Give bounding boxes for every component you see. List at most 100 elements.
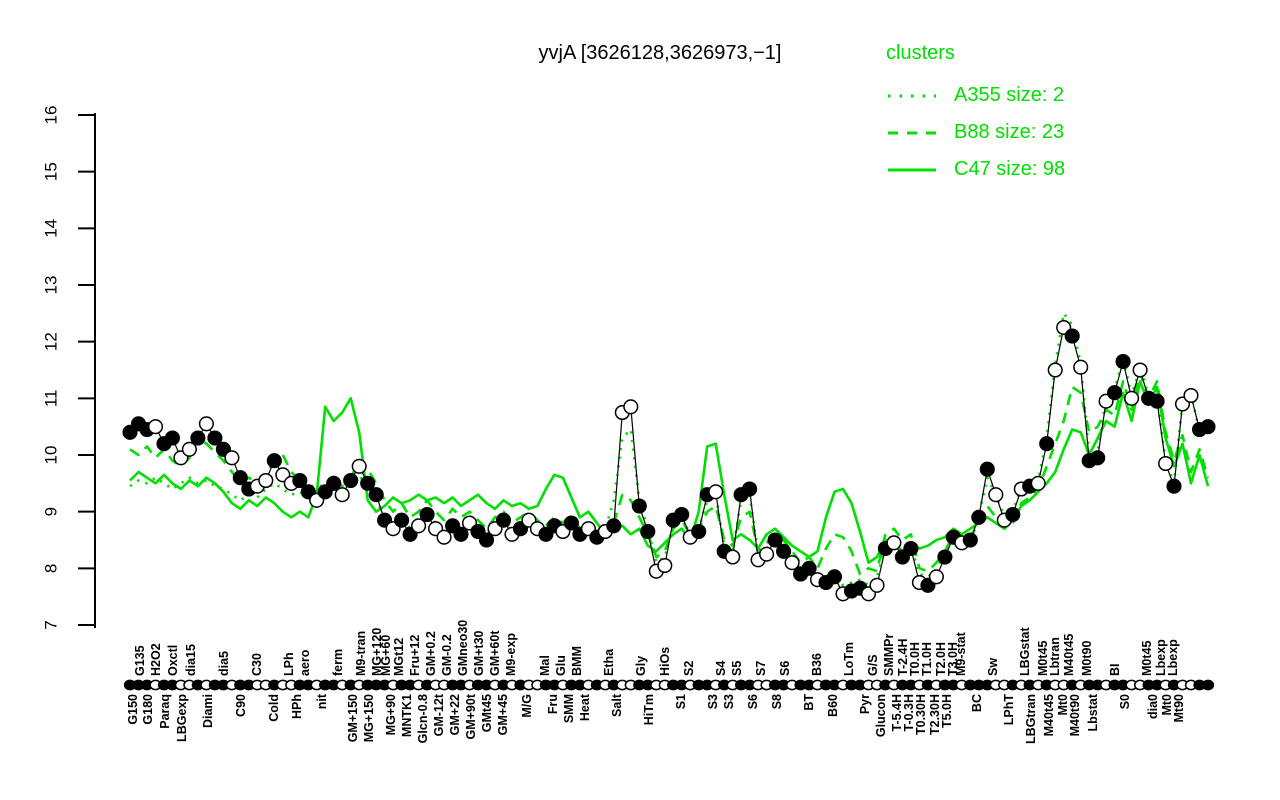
data-point <box>784 555 800 571</box>
data-point <box>207 430 223 446</box>
x-axis-label: Diami <box>201 694 215 728</box>
x-axis-label: G180 <box>141 694 155 725</box>
x-axis-label: Heat <box>578 693 592 721</box>
data-point <box>198 416 214 432</box>
legend-item-label: C47 size: 98 <box>954 158 1066 180</box>
x-axis-label: LPh <box>282 652 296 676</box>
x-axis-label: G150 <box>126 694 140 725</box>
data-point <box>691 523 707 540</box>
data-point <box>1073 359 1089 375</box>
data-point <box>708 484 724 500</box>
x-axis-label: Mal <box>538 655 552 676</box>
data-point <box>776 543 792 559</box>
data-point <box>928 569 944 585</box>
x-axis-label: Lbexp <box>1166 639 1180 676</box>
x-axis-label: HiOs <box>658 647 672 676</box>
legend-item-a355: A355 size: 2 <box>886 77 1065 114</box>
data-point <box>419 506 435 523</box>
data-point <box>1124 390 1140 406</box>
data-point <box>266 453 282 469</box>
x-axis-label: T5.0H <box>940 694 954 728</box>
x-axis-label: S7 <box>754 661 768 676</box>
y-tick-label: 16 <box>41 106 60 125</box>
data-point <box>1005 506 1021 523</box>
x-axis-label: GM-12t <box>432 693 446 736</box>
data-point <box>232 470 248 486</box>
y-tick-label: 10 <box>41 446 60 465</box>
data-point <box>1090 450 1106 466</box>
x-axis-label: Glcn-0.8 <box>416 694 430 743</box>
data-point <box>436 529 452 545</box>
data-point <box>988 487 1004 503</box>
series-c47-line <box>129 379 1210 565</box>
x-axis-label: S4 <box>714 661 728 676</box>
data-point <box>1158 455 1174 472</box>
x-axis-label: S0 <box>1118 694 1132 709</box>
x-axis-label: T-2.4H <box>896 638 910 676</box>
x-axis-label: GM-0.2 <box>440 634 454 676</box>
data-point <box>742 481 758 497</box>
data-point <box>971 509 987 525</box>
x-axis-label: dia0 <box>1146 694 1160 719</box>
x-axis-label: aero <box>298 649 312 676</box>
x-axis-label: BC <box>970 694 984 712</box>
dashed-line-icon <box>888 131 936 134</box>
data-point <box>343 472 359 489</box>
x-axis-label: LBGexp <box>175 694 189 742</box>
x-axis-label: Paraq <box>158 694 172 729</box>
x-axis-label: Etha <box>602 648 616 676</box>
data-point <box>190 430 206 446</box>
x-axis-label: Lbtran <box>1048 637 1062 676</box>
legend-item-label: A355 size: 2 <box>954 84 1065 106</box>
legend-item-b88: B88 size: 23 <box>886 114 1065 151</box>
x-axis-label: T0.30H <box>914 694 928 735</box>
data-point <box>640 523 656 540</box>
x-axis-label: GM+0.2 <box>424 631 438 676</box>
data-point <box>495 512 512 528</box>
data-point <box>258 472 274 489</box>
x-axis-label: MNTK1 <box>400 694 414 737</box>
x-axis-label: M40t90 <box>1068 694 1082 736</box>
data-point <box>979 461 995 477</box>
x-axis-label: LBGstat <box>1018 627 1032 676</box>
x-axis-label: GM+45 <box>496 694 510 735</box>
data-point <box>563 515 579 531</box>
x-axis-label: GM+60t <box>488 630 502 676</box>
chart-title: yvjA [3626128,3626973,−1] <box>538 42 782 64</box>
x-axis-label: Mt0 <box>1056 694 1070 716</box>
data-point <box>334 487 350 503</box>
data-point <box>631 498 647 514</box>
x-axis-label: M9-stat <box>954 631 968 676</box>
x-axis-label: M40t45 <box>1062 634 1076 676</box>
x-axis-label: B36 <box>810 653 824 676</box>
x-axis-label: C90 <box>234 694 248 717</box>
y-tick-label: 11 <box>41 390 60 408</box>
x-axis-label: SMM <box>562 694 576 723</box>
data-point <box>1039 436 1055 452</box>
data-point <box>1064 328 1080 344</box>
x-axis-label: B60 <box>826 694 840 717</box>
x-axis-label: Mt0 <box>1160 694 1174 716</box>
data-point <box>767 532 783 548</box>
data-point <box>368 487 384 503</box>
x-axis-label: GM+t30 <box>472 630 486 676</box>
x-axis-label: S6 <box>746 694 760 709</box>
data-point <box>360 475 376 491</box>
data-point <box>1132 362 1148 378</box>
x-axis-label: M9-tran <box>354 631 368 676</box>
x-axis-label: Fru+12 <box>408 635 422 676</box>
x-axis-label: GMt45 <box>480 694 494 732</box>
x-axis-label: GM+90t <box>464 693 478 739</box>
x-axis-label: Sw <box>986 658 1000 676</box>
x-axis-label: Lbstat <box>1086 693 1100 731</box>
data-point <box>759 546 775 562</box>
series-expression-line <box>129 326 1209 595</box>
x-axis-label: S2 <box>682 661 696 676</box>
x-axis-label: M/G <box>520 694 534 718</box>
x-axis-label: G135 <box>133 645 147 676</box>
x-axis-label: HiTm <box>642 694 656 725</box>
data-point <box>224 450 240 466</box>
y-tick-label: 15 <box>41 162 60 181</box>
